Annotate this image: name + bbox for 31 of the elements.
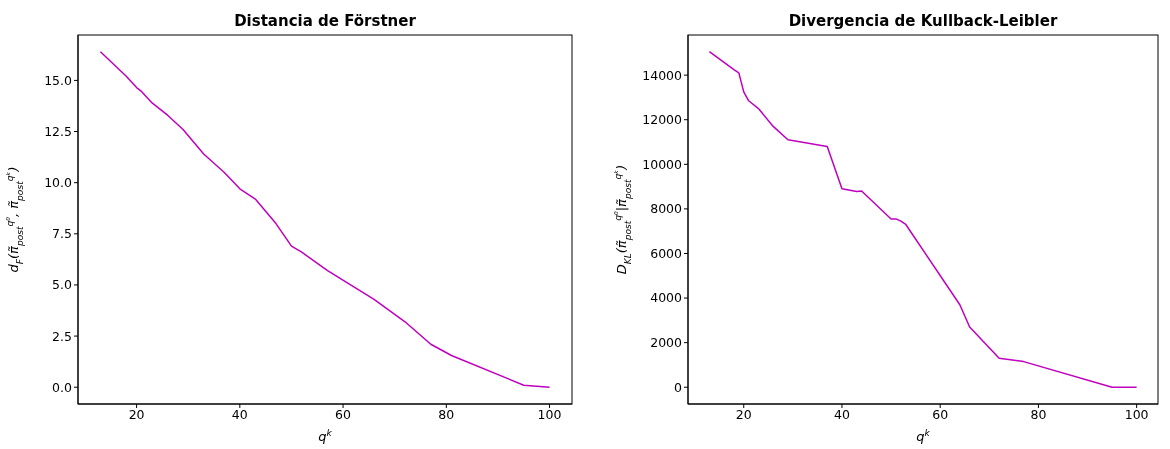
y-tick-label: 0.0	[52, 379, 73, 395]
chart-title: Distancia de Förstner	[234, 12, 417, 30]
y-tick-label: 6000	[650, 245, 683, 261]
x-tick-label: 100	[537, 406, 562, 422]
x-tick-label: 40	[834, 406, 850, 422]
y-tick-label: 4000	[650, 290, 683, 306]
x-tick-label: 100	[1124, 406, 1149, 422]
y-tick-label: 5.0	[52, 277, 73, 293]
x-tick-label: 40	[231, 406, 248, 422]
x-tick-label: 60	[335, 406, 352, 422]
x-axis-title: q$^{k}$	[318, 428, 333, 444]
y-tick-label: 0	[674, 379, 683, 395]
line-series	[708, 50, 1138, 388]
y-tick-label: 14000	[642, 67, 683, 83]
line-series	[99, 51, 551, 388]
x-tick-label: 80	[1030, 406, 1047, 422]
x-tick-label: 20	[735, 406, 752, 422]
y-tick-label: 8000	[650, 201, 683, 217]
y-tick-label: 2.5	[52, 328, 72, 344]
y-tick-label: 15.0	[44, 72, 73, 88]
x-axis-title: q$^{k}$	[916, 428, 931, 444]
x-tick-label: 60	[932, 406, 949, 422]
chart-title: Divergencia de Kullback-Leibler	[788, 12, 1058, 30]
y-tick-label: 12.5	[44, 123, 72, 139]
y-tick-label: 12000	[642, 112, 683, 128]
y-tick-label: 7.5	[52, 226, 72, 242]
y-tick-label: 10000	[642, 156, 683, 172]
y-tick-label: 2000	[650, 335, 683, 351]
x-tick-label: 80	[438, 406, 455, 422]
x-tick-label: 20	[128, 406, 145, 422]
y-tick-label: 10.0	[44, 175, 73, 191]
